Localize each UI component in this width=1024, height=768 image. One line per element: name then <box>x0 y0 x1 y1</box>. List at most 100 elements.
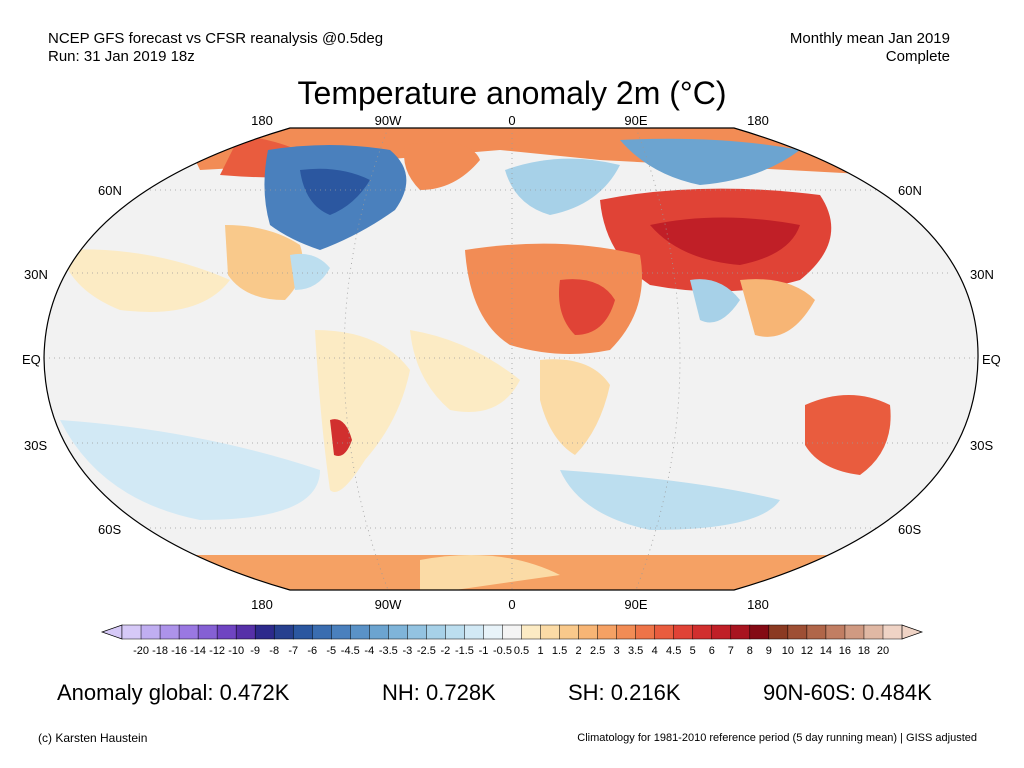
colorbar-tick-label: 8 <box>747 645 753 657</box>
colorbar-swatch <box>426 624 446 640</box>
south-pacific-cool-region <box>60 420 320 520</box>
colorbar-tick-label: -3 <box>402 645 412 657</box>
colorbar-high-arrow <box>901 624 924 640</box>
usa-warm-region <box>225 225 303 300</box>
colorbar-swatch <box>844 624 865 640</box>
colorbar-tick-label: 3.5 <box>628 645 643 657</box>
colorbar-tick-label: -8 <box>269 645 279 657</box>
colorbar-tick-label: -7 <box>288 645 298 657</box>
lat-label-right-eq: EQ <box>982 352 1001 367</box>
colorbar-tick-label: 7 <box>728 645 734 657</box>
colorbar-tick-label: 5 <box>690 645 696 657</box>
colorbar-swatch <box>350 624 370 640</box>
antarctic-light-region <box>420 555 560 590</box>
colorbar-tick-label: -10 <box>228 645 244 657</box>
colorbar-tick-label: -1.5 <box>455 645 474 657</box>
colorbar-tick-label: -1 <box>479 645 489 657</box>
colorbar-swatch <box>616 624 637 640</box>
colorbar-tick-label: 20 <box>877 645 889 657</box>
colorbar-tick-label: 6 <box>709 645 715 657</box>
colorbar-tick-label: -5 <box>326 645 336 657</box>
colorbar-tick-label: 12 <box>801 645 813 657</box>
lon-label-top-0: 0 <box>508 113 516 128</box>
lon-label-bottom-90e: 90E <box>624 597 648 612</box>
colorbar-tick-label: -12 <box>209 645 225 657</box>
colorbar-swatch <box>806 624 827 640</box>
india-cool-region <box>690 279 740 323</box>
colorbar-tick-label: -16 <box>171 645 187 657</box>
colorbar-tick-label: 0.5 <box>514 645 529 657</box>
lon-label-bottom-0: 0 <box>508 597 516 612</box>
colorbar-tick-label: -4 <box>364 645 374 657</box>
stat-90n-60s: 90N-60S: 0.484K <box>763 680 932 705</box>
lon-label-top-90w: 90W <box>374 113 402 128</box>
southern-indian-cool-region <box>560 470 780 530</box>
colorbar-swatch <box>730 624 751 640</box>
stat-anomaly-global: Anomaly global: 0.472K <box>57 680 290 705</box>
lat-label-left-30n: 30N <box>24 267 48 282</box>
stat-nh: NH: 0.728K <box>382 680 496 705</box>
colorbar-swatch <box>768 624 789 640</box>
lat-label-right-60n: 60N <box>898 183 922 198</box>
colorbar-swatch <box>388 624 408 640</box>
colorbar-tick-label: 3 <box>614 645 620 657</box>
colorbar-tick-label: -0.5 <box>493 645 512 657</box>
europe-cool-region <box>505 158 620 215</box>
australia-warm-region <box>805 395 891 475</box>
colorbar-tick-label: 1.5 <box>552 645 567 657</box>
colorbar-tick-label: -20 <box>133 645 149 657</box>
colorbar-swatch <box>863 624 884 640</box>
colorbar-tick-label: 2 <box>576 645 582 657</box>
colorbar-swatch <box>692 624 713 640</box>
colorbar-tick-label: -9 <box>250 645 260 657</box>
colorbar-swatch <box>483 624 504 640</box>
siberia-cold-region <box>620 138 800 185</box>
colorbar-tick-label: -2.5 <box>417 645 436 657</box>
header-line-status: Complete <box>885 48 950 65</box>
colorbar-swatch <box>292 624 313 640</box>
colorbar-swatch <box>140 624 161 640</box>
lat-label-left-60n: 60N <box>98 183 122 198</box>
lat-label-left-30s: 30S <box>24 438 48 453</box>
footer-climatology-note: Climatology for 1981-2010 reference peri… <box>577 732 977 744</box>
colorbar-swatch <box>331 624 351 640</box>
colorbar-swatch <box>597 624 618 640</box>
se-asia-warm-region <box>740 279 815 337</box>
colorbar-swatch <box>369 624 389 640</box>
graticule <box>44 128 979 590</box>
lat-label-right-30s: 30S <box>970 438 994 453</box>
lat-label-right-30n: 30N <box>970 267 994 282</box>
colorbar-swatch <box>635 624 656 640</box>
colorbar-tick-label: 2.5 <box>590 645 605 657</box>
hudson-cold-core <box>300 168 370 215</box>
colorbar-tick-label: 14 <box>820 645 832 657</box>
colorbar-swatch <box>159 624 180 640</box>
colorbar-tick-label: -6 <box>307 645 317 657</box>
colorbar-swatch <box>521 624 542 640</box>
lon-label-top-180e: 180 <box>747 113 769 128</box>
colorbar-tick-label: -14 <box>190 645 206 657</box>
colorbar-tick-label: 10 <box>782 645 794 657</box>
colorbar-tick-label: 1 <box>537 645 543 657</box>
mongolia-warm-core <box>650 217 800 265</box>
colorbar-tick-label: -18 <box>152 645 168 657</box>
colorbar-tick-label: 4.5 <box>666 645 681 657</box>
atlantic-warm-region <box>410 330 520 412</box>
map-title: Temperature anomaly 2m (°C) <box>297 75 727 111</box>
colorbar-tick-label: 4 <box>652 645 658 657</box>
colorbar-swatch <box>121 624 142 640</box>
colorbar-swatch <box>311 624 332 640</box>
colorbar-tick-label: 16 <box>839 645 851 657</box>
colorbar-swatch <box>711 624 732 640</box>
header-line-model: NCEP GFS forecast vs CFSR reanalysis @0.… <box>48 30 384 47</box>
colorbar-swatch <box>407 624 427 640</box>
colorbar-tick-label: 18 <box>858 645 870 657</box>
colorbar-swatch <box>235 624 256 640</box>
header-line-run: Run: 31 Jan 2019 18z <box>48 48 195 65</box>
lon-label-bottom-90w: 90W <box>374 597 402 612</box>
colorbar-tick-label: -3.5 <box>379 645 398 657</box>
footer-credit: (c) Karsten Haustein <box>38 731 148 745</box>
colorbar-swatch <box>464 624 485 640</box>
colorbar-swatch <box>178 624 199 640</box>
colorbar: -20 -18 -16 -14 -12 -10 -9 -8 -7 -6 -5 -4.5 -4 -3.5 -3… <box>100 624 924 657</box>
